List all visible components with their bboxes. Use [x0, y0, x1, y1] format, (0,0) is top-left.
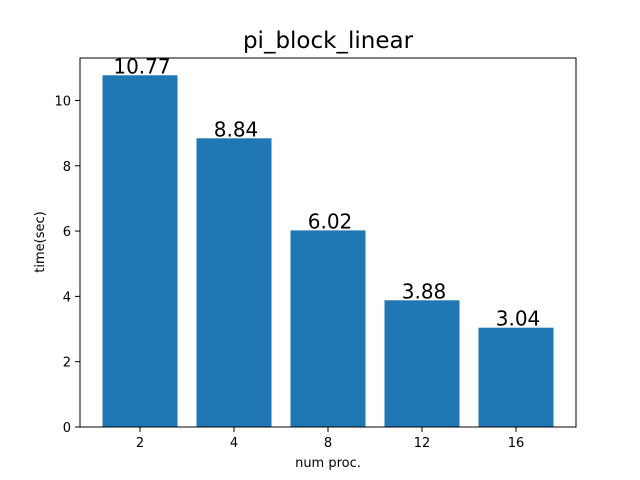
bar-12: [384, 300, 460, 427]
y-axis-ticks: 0 2 4 6 8 10: [54, 94, 80, 436]
chart-title: pi_block_linear: [243, 28, 414, 54]
x-tick-label-4: 4: [230, 436, 238, 451]
y-tick-label-10: 10: [54, 94, 71, 109]
x-tick-label-12: 12: [414, 436, 431, 451]
y-tick-label-6: 6: [63, 225, 71, 240]
bar-2: [102, 75, 178, 428]
x-axis-ticks: 2 4 8 12 16: [136, 427, 524, 451]
bars-group: [102, 75, 554, 428]
data-label-8: 6.02: [308, 209, 353, 233]
y-axis-label: time(sec): [33, 211, 48, 272]
data-label-12: 3.88: [402, 279, 447, 303]
bar-8: [290, 230, 366, 427]
y-tick-label-2: 2: [63, 356, 71, 371]
data-label-4: 8.84: [214, 117, 259, 141]
x-tick-label-2: 2: [136, 436, 144, 451]
data-label-16: 3.04: [496, 307, 541, 331]
bar-4: [196, 138, 272, 428]
y-tick-label-8: 8: [63, 160, 71, 175]
y-tick-label-0: 0: [63, 421, 71, 436]
x-axis-label: num proc.: [295, 456, 361, 471]
x-tick-label-8: 8: [324, 436, 332, 451]
bar-16: [478, 327, 554, 427]
y-tick-label-4: 4: [63, 290, 71, 305]
x-tick-label-16: 16: [508, 436, 525, 451]
